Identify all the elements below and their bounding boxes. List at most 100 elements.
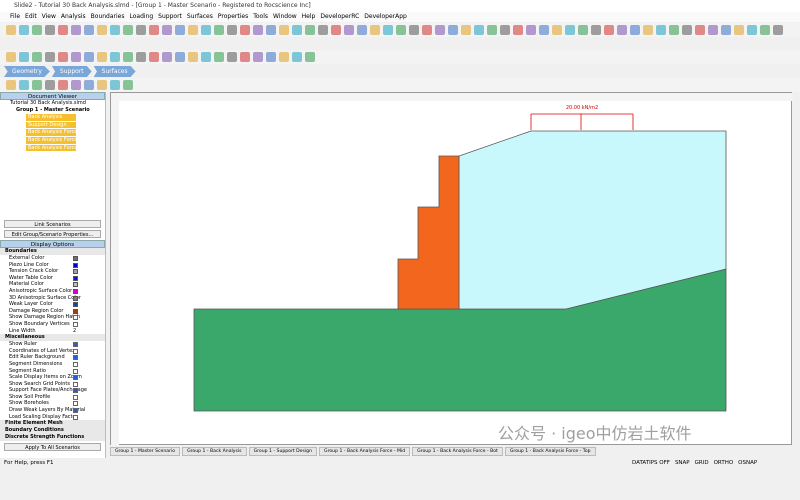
color-swatch[interactable]: [73, 282, 78, 288]
menu-item[interactable]: File: [10, 13, 21, 20]
tool-button[interactable]: [136, 25, 146, 35]
menu-item[interactable]: Window: [272, 13, 297, 20]
tool-button[interactable]: [58, 80, 68, 90]
tool-button[interactable]: [149, 25, 159, 35]
menu-item[interactable]: View: [41, 13, 56, 20]
checkbox[interactable]: [73, 321, 78, 327]
tree-scenario[interactable]: Back Analysis Force - Bot: [26, 136, 76, 144]
tool-button[interactable]: [136, 52, 146, 62]
tool-button[interactable]: [318, 25, 328, 35]
checkbox[interactable]: [73, 381, 78, 387]
tree-scenario[interactable]: Back Analysis Force - Top: [26, 144, 76, 152]
option-row[interactable]: Scale Display Items on Zoom: [9, 374, 82, 381]
tool-button[interactable]: [344, 25, 354, 35]
workflow-tab[interactable]: Surfaces: [93, 66, 136, 77]
option-row[interactable]: Water Table Color: [0, 275, 105, 282]
tool-button[interactable]: [370, 25, 380, 35]
option-row[interactable]: Anisotropic Surface Color: [0, 288, 105, 295]
tool-button[interactable]: [266, 25, 276, 35]
checkbox[interactable]: [73, 348, 78, 354]
tool-button[interactable]: [214, 52, 224, 62]
checkbox[interactable]: [73, 368, 78, 374]
option-row[interactable]: Show Boreholes: [0, 400, 105, 407]
tool-button[interactable]: [84, 80, 94, 90]
color-swatch[interactable]: [73, 262, 78, 268]
tool-button[interactable]: [526, 25, 536, 35]
workflow-tab[interactable]: Geometry: [4, 66, 50, 77]
tool-button[interactable]: [552, 25, 562, 35]
tree-scenario[interactable]: Back Analysis: [26, 114, 76, 121]
section-header[interactable]: Finite Element Mesh: [0, 420, 105, 428]
checkbox[interactable]: [73, 355, 78, 361]
checkbox[interactable]: [73, 414, 78, 420]
model-view[interactable]: 20.00 kN/m2: [110, 92, 793, 446]
tool-button[interactable]: [266, 52, 276, 62]
tool-button[interactable]: [123, 80, 133, 90]
tool-button[interactable]: [396, 25, 406, 35]
tool-button[interactable]: [279, 25, 289, 35]
menu-item[interactable]: Support: [158, 13, 182, 20]
tool-button[interactable]: [149, 52, 159, 62]
tool-button[interactable]: [32, 52, 42, 62]
tool-button[interactable]: [240, 52, 250, 62]
tool-button[interactable]: [461, 25, 471, 35]
option-row[interactable]: Edit Ruler Background: [0, 354, 105, 361]
tool-button[interactable]: [45, 80, 55, 90]
option-row[interactable]: Show Soil Profile: [0, 394, 105, 401]
tool-button[interactable]: [734, 25, 744, 35]
tool-button[interactable]: [6, 80, 16, 90]
option-row[interactable]: Tension Crack Color: [0, 268, 105, 275]
tool-button[interactable]: [71, 52, 81, 62]
tree-scenario[interactable]: Support Design: [26, 121, 76, 129]
checkbox[interactable]: [73, 361, 78, 367]
color-swatch[interactable]: [73, 269, 78, 275]
section-header[interactable]: Boundary Conditions: [0, 427, 105, 435]
tool-button[interactable]: [188, 25, 198, 35]
tool-button[interactable]: [305, 52, 315, 62]
tool-button[interactable]: [201, 52, 211, 62]
tool-button[interactable]: [253, 25, 263, 35]
tool-button[interactable]: [409, 25, 419, 35]
tool-button[interactable]: [513, 25, 523, 35]
option-row[interactable]: Show Boundary Vertices: [0, 321, 105, 328]
tool-button[interactable]: [708, 25, 718, 35]
tool-button[interactable]: [84, 25, 94, 35]
option-row[interactable]: Show Search Grid Points: [0, 381, 105, 388]
tool-button[interactable]: [617, 25, 627, 35]
tool-button[interactable]: [331, 25, 341, 35]
tool-button[interactable]: [292, 52, 302, 62]
tool-button[interactable]: [110, 80, 120, 90]
checkbox[interactable]: [73, 315, 78, 321]
color-swatch[interactable]: [73, 308, 78, 314]
option-row[interactable]: Weak Layer Color: [0, 301, 105, 308]
button[interactable]: Apply To All Scenarios: [4, 443, 101, 452]
tool-button[interactable]: [188, 52, 198, 62]
menu-item[interactable]: Boundaries: [90, 13, 125, 20]
checkbox[interactable]: [73, 342, 78, 348]
tool-button[interactable]: [71, 25, 81, 35]
tool-button[interactable]: [175, 52, 185, 62]
tool-button[interactable]: [435, 25, 445, 35]
tool-button[interactable]: [747, 25, 757, 35]
tool-button[interactable]: [45, 25, 55, 35]
tool-button[interactable]: [162, 25, 172, 35]
tool-button[interactable]: [253, 52, 263, 62]
option-row[interactable]: Segment Ratio: [0, 368, 105, 375]
tool-button[interactable]: [500, 25, 510, 35]
option-row[interactable]: 3D Anisotropic Surface Color: [9, 294, 81, 301]
tool-button[interactable]: [6, 52, 16, 62]
tool-button[interactable]: [71, 80, 81, 90]
tool-button[interactable]: [422, 25, 432, 35]
tool-button[interactable]: [357, 25, 367, 35]
scenario-tab[interactable]: Group 1 - Back Analysis Force - Bot: [412, 447, 503, 456]
option-row[interactable]: Material Color: [0, 281, 105, 288]
section-header[interactable]: Discrete Strength Functions: [0, 434, 105, 442]
tool-button[interactable]: [578, 25, 588, 35]
checkbox[interactable]: [73, 408, 78, 414]
menu-item[interactable]: Help: [301, 13, 316, 20]
tool-button[interactable]: [474, 25, 484, 35]
tool-button[interactable]: [123, 25, 133, 35]
checkbox[interactable]: [73, 388, 78, 394]
checkbox[interactable]: [73, 394, 78, 400]
tool-button[interactable]: [110, 25, 120, 35]
